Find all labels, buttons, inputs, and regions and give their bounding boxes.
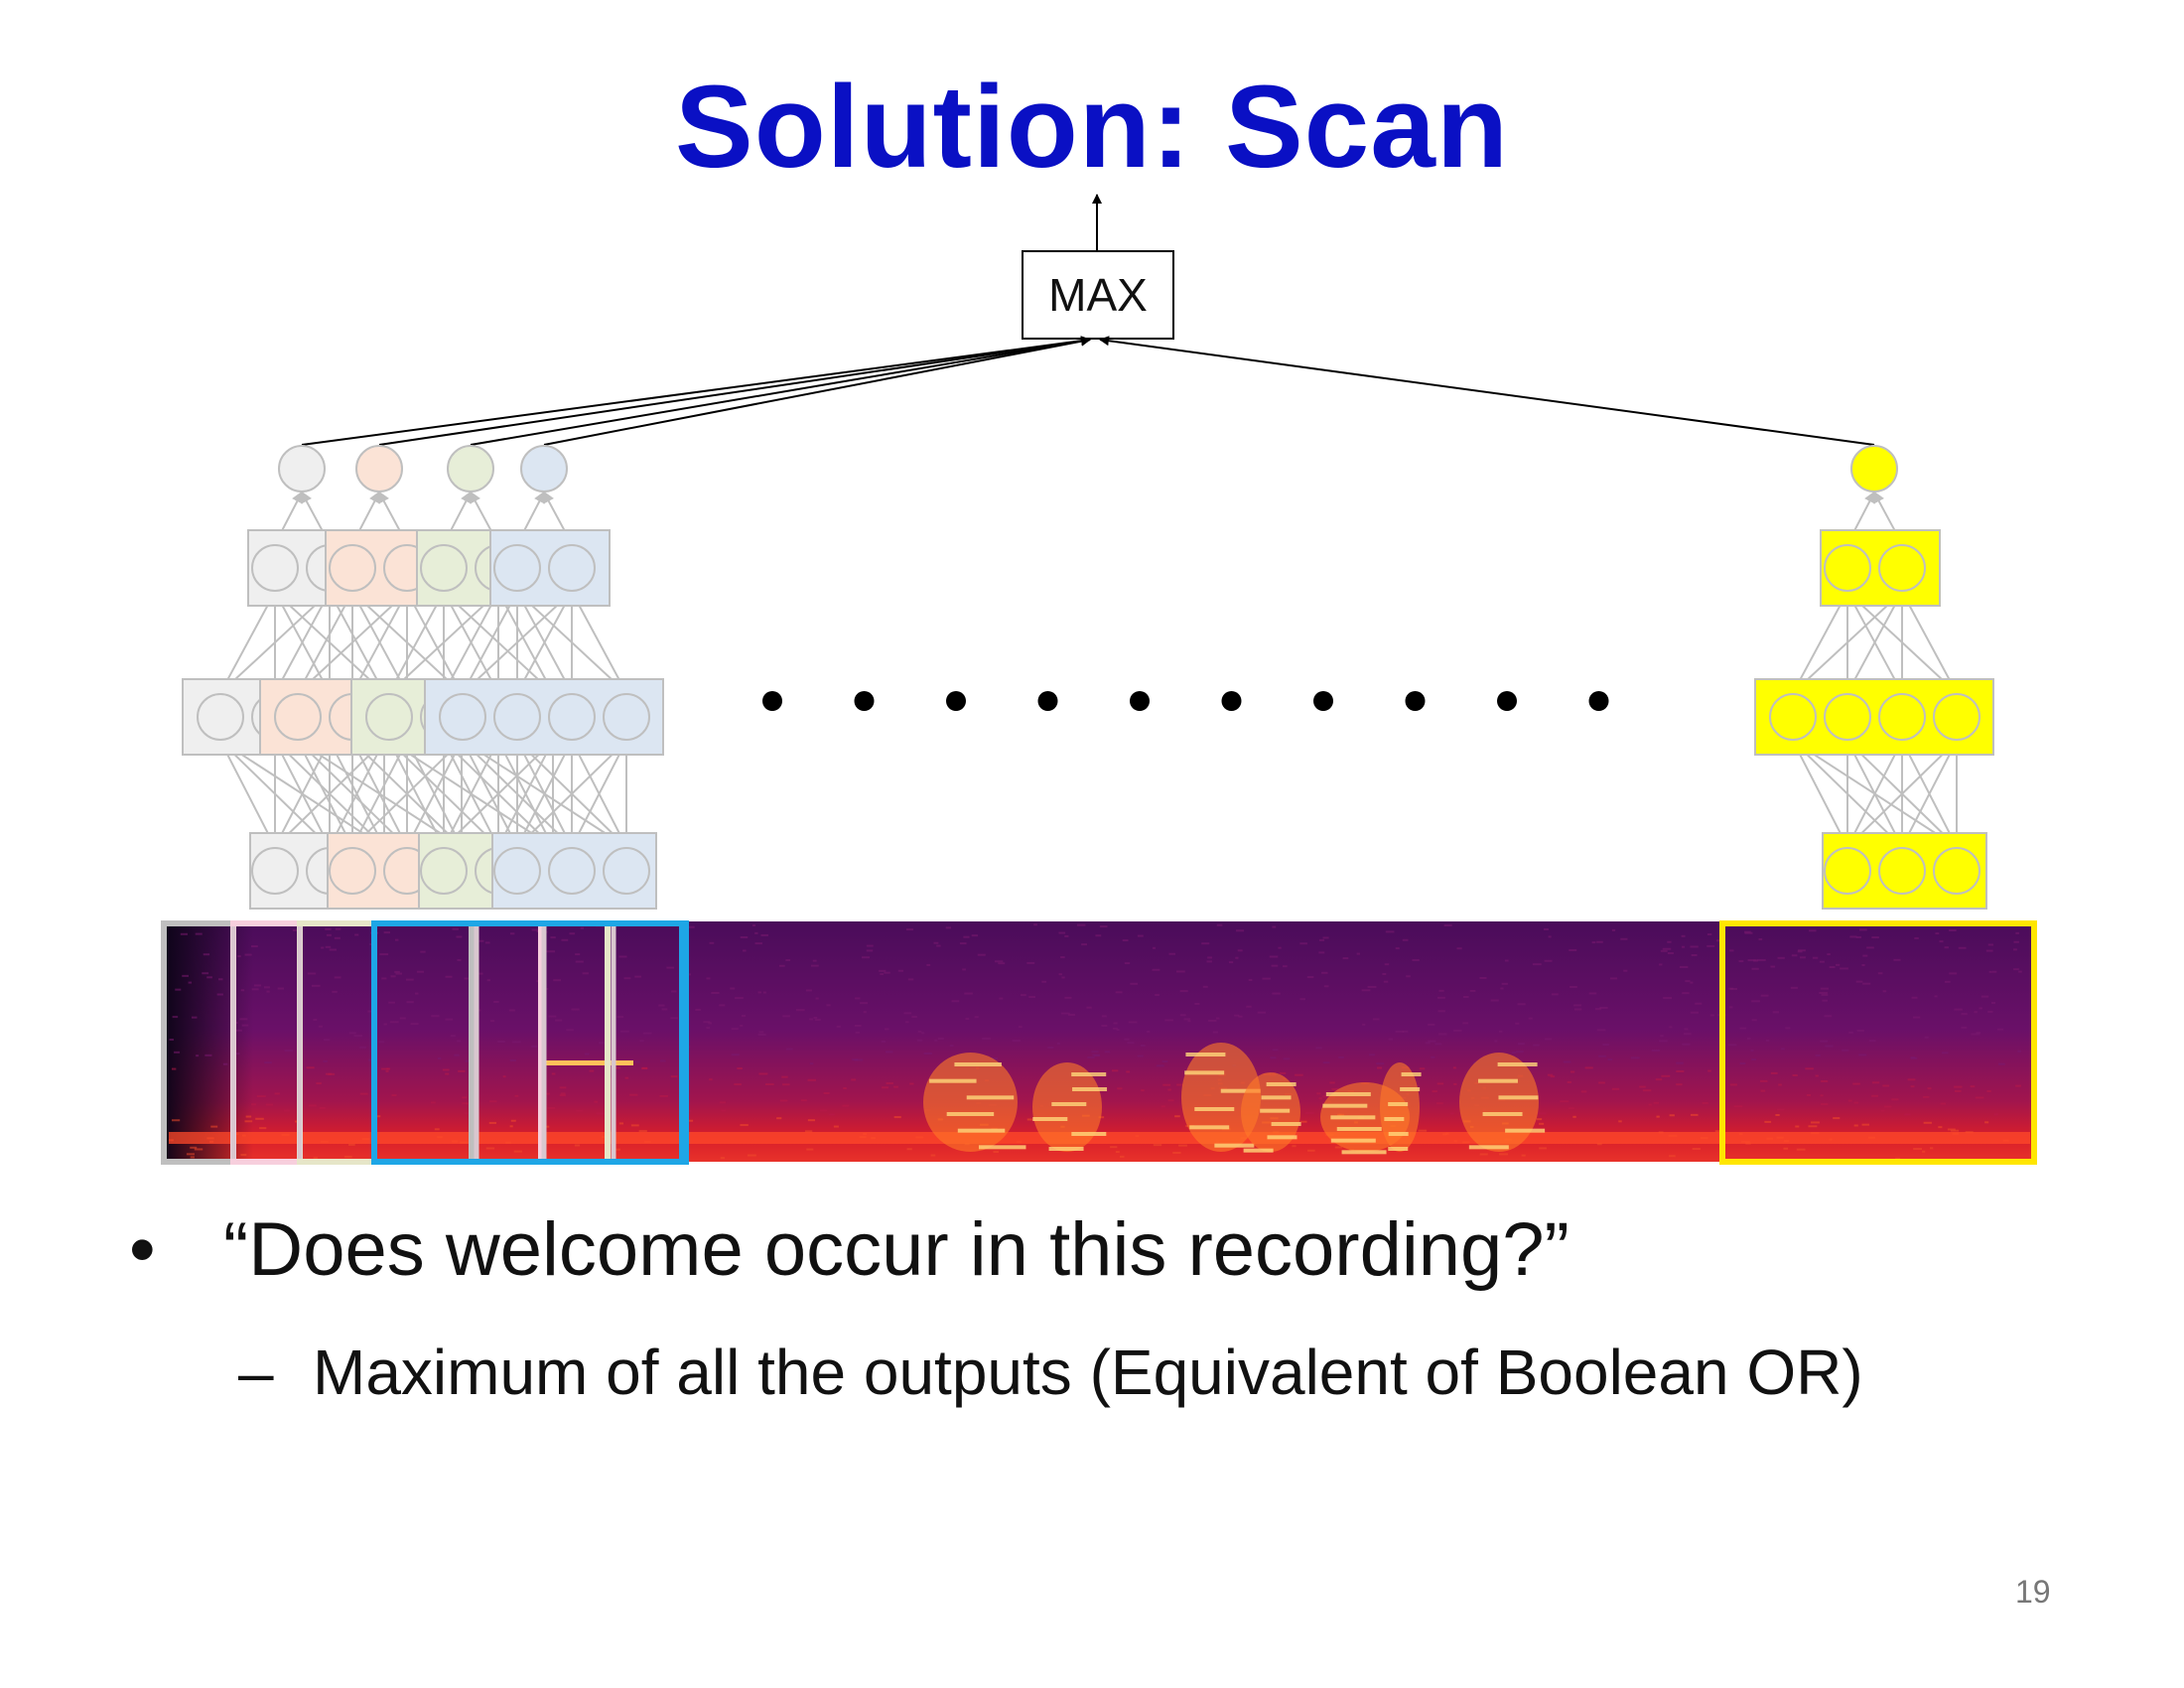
network-connections	[1792, 491, 1958, 848]
network-connections	[219, 491, 385, 848]
subbullet-text: Maximum of all the outputs (Equivalent o…	[313, 1336, 1863, 1408]
neuron	[1933, 847, 1980, 895]
neuron	[493, 847, 541, 895]
subbullet: – Maximum of all the outputs (Equivalent …	[238, 1336, 1863, 1409]
neuron	[1824, 847, 1871, 895]
neuron	[1878, 693, 1926, 741]
max-label: MAX	[1048, 269, 1148, 321]
slide-title: Solution: Scan	[675, 62, 1509, 193]
max-input-lines	[301, 336, 1875, 446]
neuron	[1769, 693, 1817, 741]
ellipsis-dots	[762, 691, 1609, 711]
output-neuron	[355, 445, 403, 492]
output-neuron	[1850, 445, 1898, 492]
output-neuron	[520, 445, 568, 492]
neuron	[274, 693, 322, 741]
last-window-frame	[1719, 920, 2037, 1165]
neuron	[1878, 847, 1926, 895]
ellipsis-dot	[1313, 691, 1333, 711]
neuron	[493, 544, 541, 592]
neuron	[329, 847, 376, 895]
ellipsis-dot	[762, 691, 782, 711]
max-input-line	[1099, 336, 1875, 446]
neuron	[365, 693, 413, 741]
ellipsis-dot	[1588, 691, 1609, 711]
ellipsis-dot	[854, 691, 875, 711]
neuron	[420, 847, 468, 895]
neuron	[420, 544, 468, 592]
ellipsis-dot	[1405, 691, 1426, 711]
current-window-frame	[371, 920, 689, 1165]
analysis-windows	[161, 920, 2037, 1165]
max-input-line	[470, 336, 1091, 446]
spectrogram	[164, 921, 2032, 1162]
max-box	[1022, 250, 1174, 340]
ellipsis-dot	[1130, 691, 1150, 711]
neuron	[1824, 693, 1871, 741]
neuron	[1933, 693, 1980, 741]
bullet-marker: •	[129, 1207, 156, 1292]
ellipsis-dot	[1497, 691, 1517, 711]
ellipsis-dot	[1037, 691, 1058, 711]
bullet-question: • “Does welcome occur in this recording?”	[129, 1206, 1570, 1293]
neuron	[251, 544, 299, 592]
neuron	[439, 693, 486, 741]
neuron	[548, 544, 596, 592]
ellipsis-dot	[1221, 691, 1242, 711]
neuron	[251, 847, 299, 895]
max-input-line	[543, 336, 1091, 446]
subbullet-marker: –	[238, 1336, 274, 1408]
neuron	[548, 847, 596, 895]
ellipsis-dot	[946, 691, 966, 711]
neuron	[493, 693, 541, 741]
max-input-line	[378, 336, 1091, 446]
output-neuron	[278, 445, 326, 492]
neuron	[603, 693, 650, 741]
max-input-line	[301, 336, 1091, 446]
last-network	[1754, 445, 1994, 910]
bullet-text: “Does welcome occur in this recording?”	[223, 1207, 1570, 1292]
page-number: 19	[2015, 1574, 2051, 1610]
output-neuron	[447, 445, 494, 492]
neuron	[1824, 544, 1871, 592]
neuron	[1878, 544, 1926, 592]
neuron	[329, 544, 376, 592]
scanning-networks	[182, 445, 664, 910]
neuron	[548, 693, 596, 741]
neuron	[603, 847, 650, 895]
neuron	[197, 693, 244, 741]
